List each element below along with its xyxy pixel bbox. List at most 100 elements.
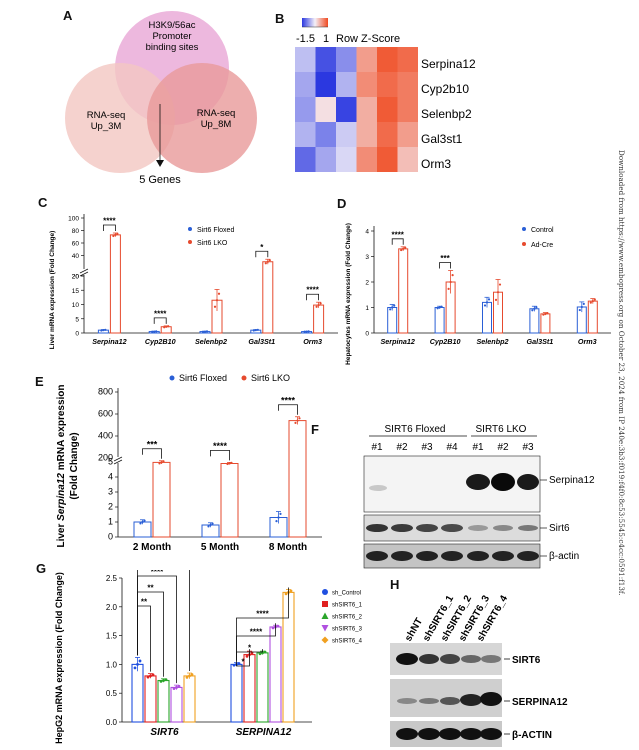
data-point [230, 461, 233, 464]
data-point [100, 329, 103, 332]
chart-c-ylabel: Liver mRNA expression (Fold Change) [49, 231, 56, 350]
blot-h-sirt6-band-4 [461, 655, 481, 663]
data-point [256, 328, 259, 331]
legend-c-floxed-dot [188, 227, 192, 231]
y-tick-label: 2 [365, 280, 369, 287]
venn-result: 5 Genes [139, 174, 181, 186]
data-point [254, 329, 257, 332]
significance-label: * [260, 243, 264, 252]
category-label: 2 Month [133, 542, 171, 553]
data-point [215, 299, 219, 302]
data-point [163, 326, 166, 329]
data-point [162, 460, 165, 463]
data-point [153, 330, 156, 333]
heatmap-gene-4: Orm3 [421, 157, 451, 171]
data-point [404, 246, 407, 249]
y-tick-label: 15 [72, 288, 80, 295]
data-point [217, 292, 221, 295]
significance-label: *** [147, 439, 158, 449]
data-point [582, 302, 585, 306]
data-point [146, 675, 150, 679]
data-point [102, 329, 105, 332]
data-point [190, 673, 194, 676]
y-tick-label: 10 [72, 302, 80, 309]
y-tick-label: 60 [72, 241, 80, 248]
significance-bracket [255, 250, 269, 258]
blot-h-sirt6-band-3 [440, 654, 460, 664]
data-point [160, 461, 163, 464]
category-label: Serpina12 [381, 337, 415, 346]
heatmap-colorbar [302, 18, 328, 27]
venn-top-line-1: H3K9/56ac [148, 20, 195, 31]
legend-label: shSIRT6_2 [332, 615, 363, 621]
legend-marker [322, 589, 328, 595]
blot-f-actin-band-6 [492, 551, 514, 561]
significance-label: **** [250, 628, 263, 637]
data-point [542, 313, 545, 316]
heat-cell-4-1 [315, 147, 336, 172]
data-point [141, 520, 144, 524]
legend-e-lko: Sirt6 LKO [251, 373, 290, 383]
chart-d: Hepatocytes mRNA expression (Fold Change… [345, 223, 611, 365]
y-tick-label: 40 [72, 253, 80, 260]
data-point [438, 306, 441, 309]
chart-e: Liver Serpina12 mRNA expression (Fold Ch… [56, 373, 322, 553]
chart-d-ylabel: Hepatocytes mRNA expression (Fold Change… [345, 223, 352, 365]
y-tick-label: 600 [98, 409, 113, 419]
data-point [205, 330, 209, 333]
bar-sh-control-0 [131, 663, 144, 723]
heat-cell-3-5 [397, 122, 418, 147]
y-tick-label: 1.0 [106, 660, 118, 669]
data-point [402, 247, 405, 250]
data-point [271, 626, 275, 630]
data-point [116, 232, 119, 235]
data-point [136, 663, 139, 666]
panel-label-c: C [38, 195, 48, 210]
blot-f-sirt6-band-1 [366, 524, 388, 532]
blot-f-lane-7: #3 [522, 442, 534, 453]
legend-label: shSIRT6_3 [332, 627, 363, 633]
legend-d-adcre-dot [522, 242, 526, 246]
data-point [165, 325, 168, 328]
panel-label-b: B [275, 11, 285, 26]
legend-e-floxed: Sirt6 Floxed [179, 373, 227, 383]
panel-label-d: D [337, 196, 347, 211]
blot-f-label-actin: β-actin [549, 551, 579, 562]
chart-g: HepG2 mRNA expression (Fold Change) 0.0 0… [54, 570, 363, 744]
blot-h-actin-band-5 [480, 728, 502, 740]
blot-f-group2: SIRT6 LKO [476, 424, 527, 435]
category-label: Serpina12 [92, 337, 126, 346]
significance-label: **** [306, 286, 319, 295]
blot-f-sirt6-band-4 [441, 524, 463, 532]
data-point [276, 624, 280, 628]
data-point [400, 248, 403, 252]
data-point [535, 306, 538, 309]
data-point [580, 305, 583, 309]
heat-cell-3-4 [377, 122, 398, 147]
significance-label: *** [440, 254, 450, 263]
y-tick-label: 200 [98, 453, 113, 463]
data-point [203, 330, 207, 333]
bar-sh-control-1 [230, 663, 243, 723]
heat-cell-4-2 [336, 147, 357, 172]
bar-ad-cre-4 [587, 300, 598, 334]
category-label: 8 Month [269, 542, 307, 553]
heatmap-gene-2: Selenbp2 [421, 107, 472, 121]
blot-f-sirt6-band-3 [416, 524, 438, 532]
blot-h-actin-band-4 [460, 728, 482, 740]
category-label: Orm3 [303, 337, 322, 346]
blot-f-sirt6-band-6 [493, 525, 513, 531]
blot-h-label-actin: β-ACTIN [512, 730, 552, 741]
significance-label: ** [141, 598, 148, 607]
heat-cell-2-1 [315, 97, 336, 122]
y-tick-label: 5 [108, 457, 113, 467]
category-label: SIRT6 [150, 727, 179, 738]
heatmap-gene-1: Cyp2b10 [421, 82, 469, 96]
data-point [139, 522, 142, 525]
data-point [315, 305, 318, 308]
y-tick-label: 20 [72, 274, 80, 281]
heatmap-scale-low: -1.5 [296, 33, 315, 45]
data-point [133, 666, 137, 670]
data-point [533, 307, 536, 310]
blot-f-lane-4: #4 [446, 442, 458, 453]
